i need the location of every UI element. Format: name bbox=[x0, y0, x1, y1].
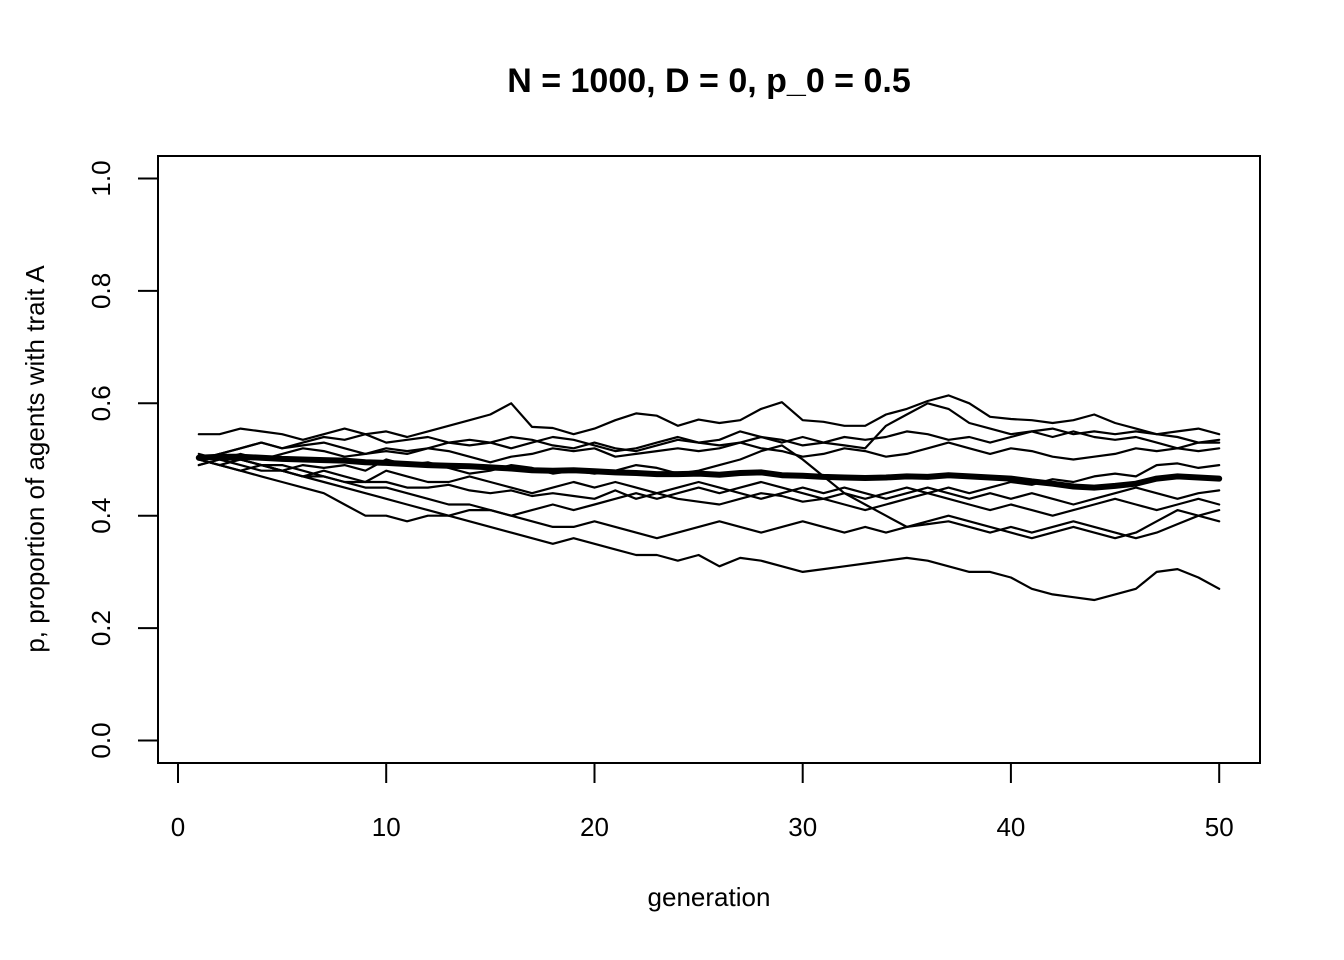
run-line-7 bbox=[197, 458, 1221, 523]
run-line-1 bbox=[197, 394, 1221, 461]
x-axis-tick-label: 20 bbox=[580, 812, 609, 842]
x-axis-tick-label: 10 bbox=[372, 812, 401, 842]
run-line-5 bbox=[197, 444, 1221, 540]
x-axis-tick-label: 0 bbox=[171, 812, 185, 842]
x-axis-tick-label: 50 bbox=[1205, 812, 1234, 842]
run-line-4 bbox=[197, 441, 1221, 467]
run-line-9 bbox=[197, 458, 1221, 506]
y-axis-tick-label: 0.6 bbox=[86, 385, 116, 421]
x-axis-tick-label: 30 bbox=[788, 812, 817, 842]
run-line-10 bbox=[197, 452, 1221, 602]
mean-line bbox=[195, 453, 1223, 491]
x-axis-tick-label: 40 bbox=[996, 812, 1025, 842]
run-line-6 bbox=[197, 458, 1221, 506]
plot-box bbox=[157, 155, 1261, 764]
y-axis-tick-label: 1.0 bbox=[86, 160, 116, 196]
y-axis-label: p, proportion of agents with trait A bbox=[20, 265, 50, 653]
y-axis-tick-label: 0.8 bbox=[86, 273, 116, 309]
run-line-8 bbox=[197, 452, 1221, 540]
run-line-2 bbox=[197, 402, 1221, 453]
y-axis-tick-label: 0.2 bbox=[86, 610, 116, 646]
chart-title: N = 1000, D = 0, p_0 = 0.5 bbox=[507, 62, 911, 100]
y-axis-tick-label: 0.4 bbox=[86, 498, 116, 534]
x-axis-label: generation bbox=[648, 882, 771, 912]
y-axis-tick-label: 0.0 bbox=[86, 722, 116, 758]
plot-area: 0 10 20 30 40 50 0.0 0.2 0.4 0.6 0.8 1.0 bbox=[86, 155, 1261, 842]
